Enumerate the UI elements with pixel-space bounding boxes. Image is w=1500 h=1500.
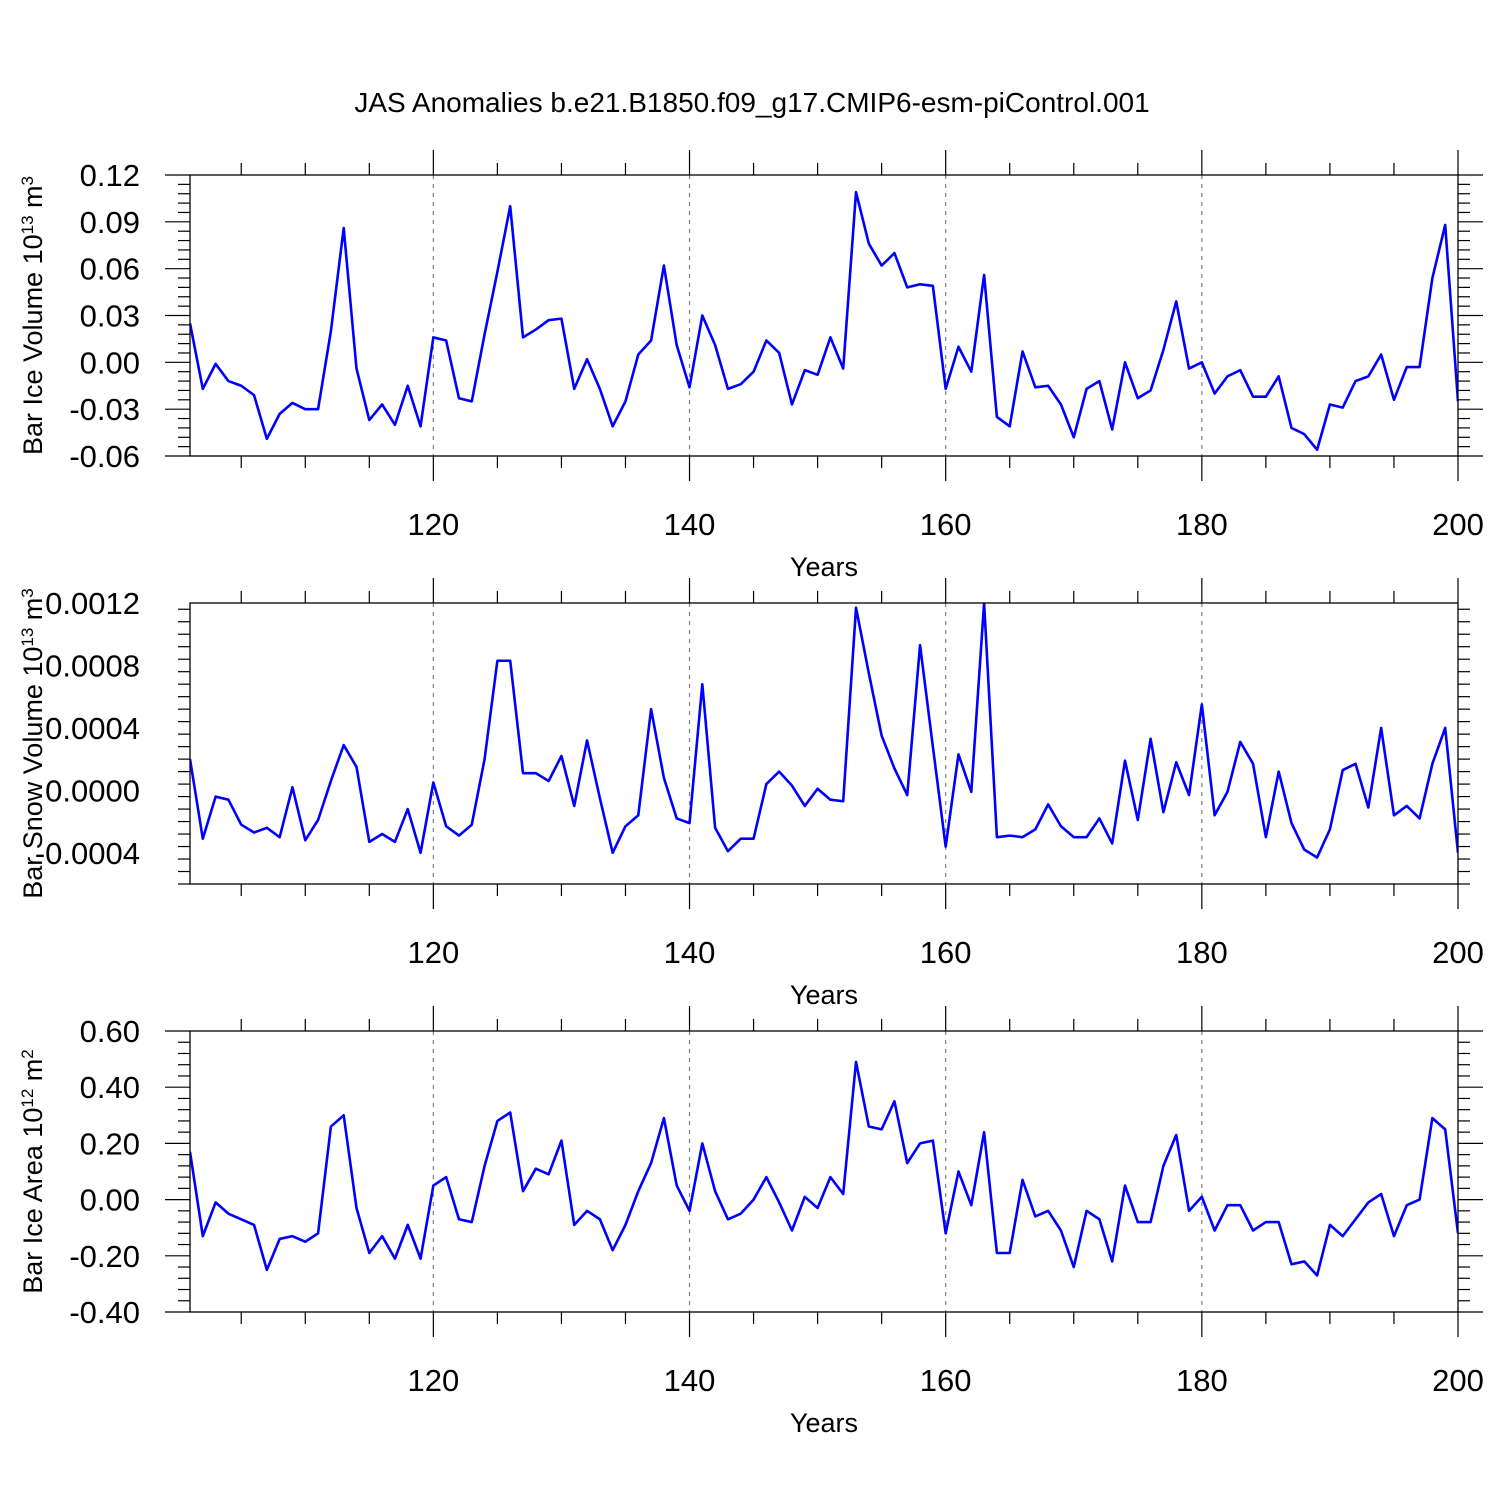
series-line — [190, 190, 1458, 452]
x-tick-label: 200 — [1432, 935, 1484, 970]
y-tick-label: -0.20 — [69, 1239, 140, 1274]
y-axis-label-superscript: 2 — [18, 1049, 37, 1058]
y-tick-label: 0.0000 — [45, 773, 140, 808]
x-axis-label: Years — [790, 1408, 858, 1438]
panel-2: 0.0012 0.0008 0.0004 0.0000 -0.0004 120 140 160… — [18, 578, 1484, 1010]
y-axis-label-text: Bar Ice Volume 10 — [18, 234, 48, 455]
x-tick-label: 160 — [920, 1363, 972, 1398]
x-tick-label: 180 — [1176, 507, 1228, 542]
y-tick-label: -0.40 — [69, 1295, 140, 1330]
y-axis-label-superscript: 12 — [18, 1089, 37, 1108]
y-axis-label-text: Bar Snow Volume 10 — [18, 647, 48, 899]
series-line — [190, 1060, 1458, 1277]
x-axis-label: Years — [790, 980, 858, 1010]
panel-3: 0.60 0.40 0.20 0.00 -0.20 -0.40 120 140 160 180 20… — [18, 1006, 1484, 1438]
y-axis-label: Bar Snow Volume 1013 m3 — [18, 588, 49, 899]
y-tick-label: 0.0012 — [45, 586, 140, 621]
y-tick-label: 0.0004 — [45, 711, 140, 746]
series-line — [190, 603, 1458, 859]
y-tick-label: 0.40 — [80, 1070, 140, 1105]
y-tick-label: -0.03 — [69, 392, 140, 427]
y-axis-label-superscript: 13 — [18, 628, 37, 647]
y-tick-label: 0.12 — [80, 158, 140, 193]
y-axis-label: Bar Ice Area 1012 m2 — [18, 1049, 49, 1294]
y-tick-label: -0.06 — [69, 439, 140, 474]
y-tick-label: 0.06 — [80, 252, 140, 287]
x-tick-label: 180 — [1176, 935, 1228, 970]
y-axis-label-text: m — [18, 598, 48, 628]
x-tick-label: 200 — [1432, 507, 1484, 542]
y-axis-label: Bar Ice Volume 1013 m3 — [18, 176, 49, 455]
plot-frame — [189, 602, 1459, 885]
plot-frame — [189, 1030, 1459, 1313]
y-tick-label: 0.09 — [80, 205, 140, 240]
y-tick-label: 0.00 — [80, 1183, 140, 1218]
x-tick-label: 120 — [407, 507, 459, 542]
x-tick-label: 140 — [664, 507, 716, 542]
panels: 0.12 0.09 0.06 0.03 0.00 -0.03 -0.06 120 140 160 1… — [18, 150, 1484, 1438]
y-tick-label: 0.00 — [80, 345, 140, 380]
plot-frame — [189, 174, 1459, 457]
x-tick-label: 120 — [407, 935, 459, 970]
y-axis-label-superscript: 13 — [18, 215, 37, 234]
x-tick-label: 140 — [664, 1363, 716, 1398]
panel-1: 0.12 0.09 0.06 0.03 0.00 -0.03 -0.06 120 140 160 1… — [18, 150, 1484, 582]
y-tick-label: 0.60 — [80, 1014, 140, 1049]
y-tick-label: -0.0004 — [35, 836, 140, 871]
y-axis-label-superscript: 3 — [18, 176, 37, 185]
y-axis-label-text: m — [18, 1059, 48, 1089]
x-tick-label: 160 — [920, 507, 972, 542]
y-axis-label-superscript: 3 — [18, 588, 37, 597]
x-tick-label: 140 — [664, 935, 716, 970]
y-tick-label: 0.03 — [80, 299, 140, 334]
y-tick-label: 0.0008 — [45, 648, 140, 683]
y-tick-label: 0.20 — [80, 1126, 140, 1161]
x-tick-label: 180 — [1176, 1363, 1228, 1398]
y-axis-label-text: m — [18, 185, 48, 215]
y-axis-label-text: Bar Ice Area 10 — [18, 1108, 48, 1294]
figure-title: JAS Anomalies b.e21.B1850.f09_g17.CMIP6-… — [354, 87, 1149, 118]
x-tick-label: 120 — [407, 1363, 459, 1398]
x-axis-label: Years — [790, 552, 858, 582]
x-tick-label: 200 — [1432, 1363, 1484, 1398]
x-tick-label: 160 — [920, 935, 972, 970]
